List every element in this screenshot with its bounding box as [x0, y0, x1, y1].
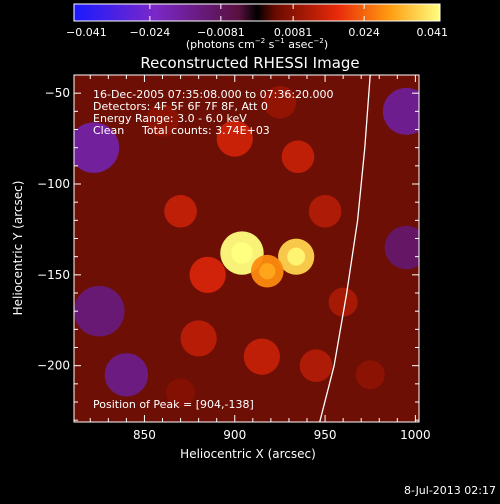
- annotation-detectors: Detectors: 4F 5F 6F 7F 8F, Att 0: [93, 100, 268, 113]
- emission-source: [299, 349, 333, 382]
- colorbar: [73, 3, 441, 22]
- emission-source: [166, 378, 196, 408]
- x-tick-label: 1000: [400, 428, 431, 442]
- axis-ticks: 850 900 950 1000 −50 −100 −150 −200: [37, 74, 431, 442]
- x-axis-label: Heliocentric X (arcsec): [180, 447, 316, 461]
- colorbar-tick-label: −0.024: [130, 26, 171, 39]
- y-axis-label: Heliocentric Y (arcsec): [11, 181, 25, 316]
- negative-flux-region: [384, 225, 419, 270]
- heatmap-image: [74, 85, 419, 408]
- colorbar-tick-label: 0.024: [348, 26, 380, 39]
- x-tick-label: 850: [133, 428, 156, 442]
- emission-source: [164, 194, 197, 228]
- emission-source: [328, 287, 358, 317]
- annotation-counts: Total counts: 3.74E+03: [141, 124, 270, 137]
- emission-core: [231, 242, 253, 264]
- solar-limb-line: [319, 75, 371, 422]
- emission-source: [189, 256, 226, 293]
- emission-source: [216, 120, 253, 157]
- colorbar-tick-label: 0.0081: [274, 26, 313, 39]
- colorbar-unit-label: (photons cm−2 s−1 asec−2): [186, 37, 328, 51]
- x-tick-label: 900: [223, 428, 246, 442]
- emission-source: [263, 85, 297, 119]
- x-tick-label: 950: [314, 428, 337, 442]
- annotation-clean: Clean: [93, 124, 124, 137]
- y-tick-label: −50: [45, 86, 70, 100]
- y-tick-label: −200: [37, 359, 70, 373]
- emission-core: [259, 263, 276, 280]
- annotation-peak: Position of Peak = [904,-138]: [93, 398, 254, 411]
- emission-source: [180, 320, 217, 357]
- plot-frame: [73, 74, 420, 423]
- emission-core: [287, 247, 306, 266]
- colorbar-tick-label: 0.041: [417, 26, 449, 39]
- colorbar-tick-label: −0.041: [66, 26, 107, 39]
- negative-flux-region: [74, 122, 120, 173]
- emission-source: [243, 338, 280, 375]
- annotation-time: 16-Dec-2005 07:35:08.000 to 07:36:20.000: [93, 88, 334, 101]
- y-tick-label: −150: [37, 268, 70, 282]
- emission-source: [355, 360, 385, 390]
- negative-flux-region: [104, 353, 149, 397]
- emission-source: [308, 194, 342, 228]
- chart-title: Reconstructed RHESSI Image: [140, 54, 359, 72]
- colorbar-ticks: −0.041 −0.024 −0.0081 0.0081 0.024 0.041: [66, 4, 448, 39]
- negative-flux-region: [74, 285, 125, 337]
- emission-source: [146, 104, 179, 137]
- negative-flux-region: [382, 87, 419, 135]
- colorbar-tick-label: −0.0081: [197, 26, 245, 39]
- y-tick-label: −100: [37, 177, 70, 191]
- emission-source: [281, 140, 315, 174]
- annotation-energy: Energy Range: 3.0 - 6.0 keV: [93, 112, 247, 125]
- footer-date: 8-Jul-2013 02:17: [404, 484, 496, 497]
